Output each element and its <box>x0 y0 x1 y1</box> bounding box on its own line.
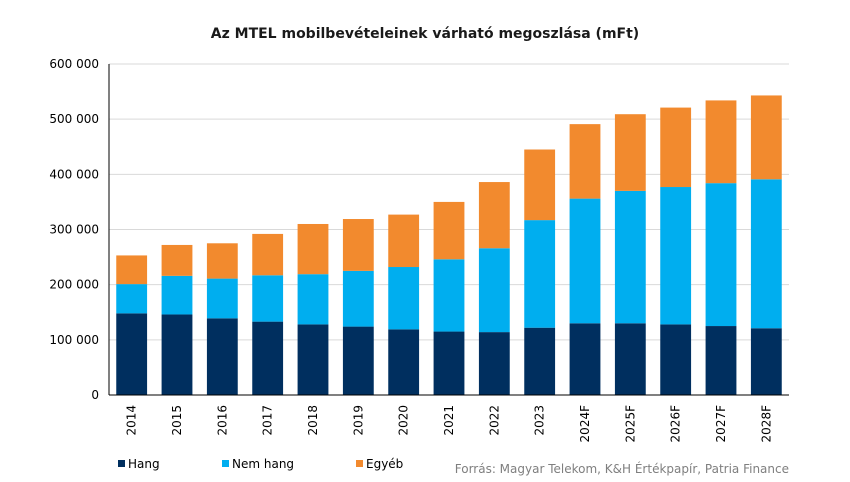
bar-segment <box>252 321 284 395</box>
bar-segment <box>388 214 420 268</box>
bar-segment <box>705 183 737 327</box>
bar-segment <box>252 275 284 322</box>
x-tick-label: 2019 <box>351 405 365 436</box>
x-tick-label: 2026F <box>669 405 683 443</box>
bar-segment <box>433 259 465 332</box>
bar-segment <box>161 275 193 315</box>
bar-segment <box>252 233 284 276</box>
y-axis: 0 100 000 200 000 300 000 400 000 500 000 600 … <box>49 57 99 402</box>
x-tick-label: 2027F <box>714 405 728 443</box>
bars <box>116 95 782 395</box>
bar-segment <box>116 284 148 314</box>
bar-segment <box>524 220 556 328</box>
legend-label: Nem hang <box>232 457 294 471</box>
bar-segment <box>614 114 646 191</box>
x-axis: 2014 2015 2016 2017 2018 2019 2020 2021 2022 2023… <box>125 405 774 443</box>
bar-segment <box>342 219 374 271</box>
bar-segment <box>660 107 692 188</box>
legend-swatch <box>222 460 229 467</box>
bar-segment <box>297 223 329 275</box>
bar-segment <box>705 326 737 395</box>
source-note: Forrás: Magyar Telekom, K&H Értékpapír, … <box>455 461 789 476</box>
bar-segment <box>569 124 601 199</box>
bar-segment <box>705 100 737 184</box>
x-tick-label: 2020 <box>397 405 411 436</box>
bar-segment <box>161 244 193 276</box>
legend-label: Egyéb <box>366 457 403 471</box>
x-tick-label: 2021 <box>442 405 456 436</box>
bar-segment <box>206 243 238 279</box>
bar-segment <box>569 323 601 395</box>
bar-segment <box>388 329 420 395</box>
y-tick-label: 0 <box>91 388 99 402</box>
legend-swatch <box>356 460 363 467</box>
x-tick-label: 2017 <box>261 405 275 436</box>
chart-title: Az MTEL mobilbevételeinek várható megosz… <box>211 26 639 42</box>
legend-swatch <box>118 460 125 467</box>
bar-segment <box>660 187 692 325</box>
x-tick-label: 2023 <box>533 405 547 436</box>
y-tick-label: 500 000 <box>49 112 99 126</box>
bar-segment <box>433 331 465 395</box>
bar-segment <box>433 201 465 260</box>
bar-segment <box>478 248 510 333</box>
x-tick-label: 2014 <box>125 405 139 436</box>
bar-segment <box>750 95 782 180</box>
bar-segment <box>161 314 193 395</box>
bar-segment <box>524 327 556 395</box>
bar-segment <box>750 328 782 395</box>
bar-segment <box>297 324 329 395</box>
bar-segment <box>116 313 148 395</box>
x-tick-label: 2022 <box>487 405 501 436</box>
x-tick-label: 2028F <box>759 405 773 443</box>
y-tick-label: 100 000 <box>49 333 99 347</box>
y-tick-label: 600 000 <box>49 57 99 71</box>
bar-segment <box>524 149 556 221</box>
y-tick-label: 200 000 <box>49 278 99 292</box>
x-tick-label: 2018 <box>306 405 320 436</box>
legend: Hang Nem hang Egyéb <box>118 457 403 471</box>
x-tick-label: 2025F <box>623 405 637 443</box>
bar-segment <box>297 274 329 325</box>
x-tick-label: 2016 <box>215 405 229 436</box>
bar-segment <box>569 198 601 324</box>
bar-segment <box>614 323 646 395</box>
bar-segment <box>660 324 692 395</box>
bar-segment <box>478 332 510 395</box>
bar-segment <box>116 255 148 285</box>
bar-segment <box>342 326 374 395</box>
legend-label: Hang <box>128 457 160 471</box>
bar-segment <box>342 270 374 327</box>
bar-segment <box>614 190 646 324</box>
x-tick-label: 2015 <box>170 405 184 436</box>
bar-segment <box>206 278 238 319</box>
bar-segment <box>206 318 238 395</box>
x-tick-label: 2024F <box>578 405 592 443</box>
bar-segment <box>750 179 782 329</box>
y-tick-label: 400 000 <box>49 167 99 181</box>
bar-segment <box>478 182 510 249</box>
bar-segment <box>388 267 420 330</box>
y-tick-label: 300 000 <box>49 223 99 237</box>
